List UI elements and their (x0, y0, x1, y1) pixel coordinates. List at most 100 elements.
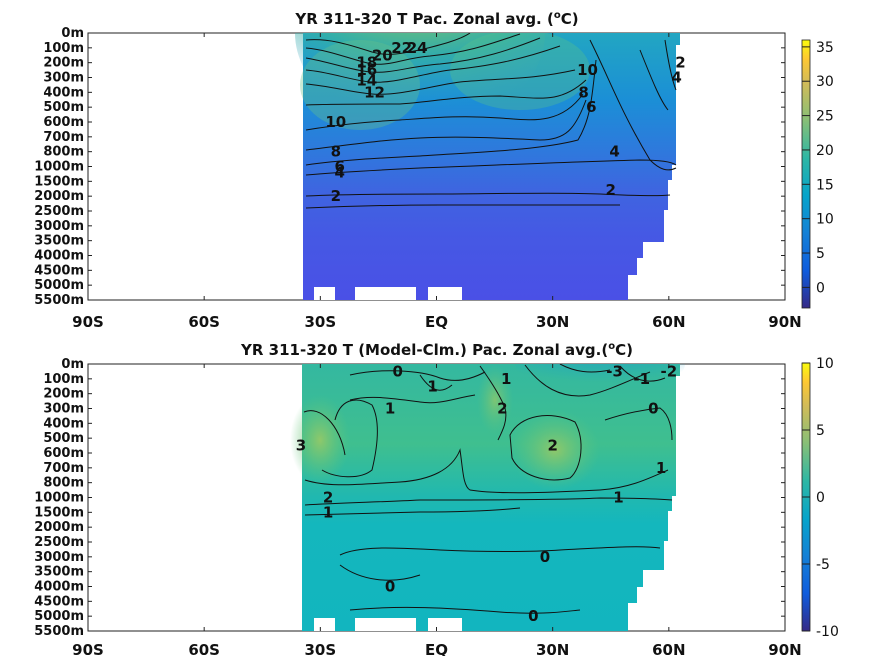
panel-top-land-gap-3 (428, 287, 462, 300)
contour-label: 18 (356, 54, 377, 72)
y-tick-label: 400m (43, 416, 84, 431)
contour-label: 1 (385, 400, 395, 418)
contour-label: 4 (671, 69, 681, 87)
contour-label: 3 (296, 437, 306, 455)
y-tick-label: 1000m (34, 160, 84, 175)
contour-label: 14 (356, 71, 377, 89)
panel-bottom-title: YR 311-320 T (Model-Clm.) Pac. Zonal avg… (240, 341, 633, 359)
panel-top-north-gyre (450, 33, 590, 110)
y-tick-label: 3500m (34, 565, 84, 580)
colorbar-tick-label: 25 (816, 109, 834, 125)
x-tick-label: 90N (768, 641, 801, 656)
contour-label: 16 (356, 61, 377, 79)
y-tick-label: 2500m (34, 204, 84, 219)
y-tick-label: 500m (43, 431, 84, 446)
contour-label: 2 (497, 400, 507, 418)
x-tick-label: EQ (425, 641, 448, 656)
panel-bottom-cool-north (515, 364, 685, 394)
x-tick-label: 90S (72, 641, 104, 656)
y-tick-label: 0m (61, 357, 84, 372)
y-tick-label: 2000m (34, 189, 84, 204)
y-tick-label: 800m (43, 476, 84, 491)
contour-label: 1 (501, 370, 511, 388)
y-tick-label: 200m (43, 387, 84, 402)
colorbar-tick-label: 0 (816, 490, 825, 506)
contour-label: 1 (323, 503, 333, 521)
contour-label: -2 (660, 362, 677, 380)
colorbar-tick-label: 10 (816, 212, 834, 228)
y-tick-label: 200m (43, 56, 84, 71)
panel-top-land-gap-1 (314, 287, 335, 300)
y-tick-label: 4000m (34, 580, 84, 595)
y-tick-label: 3500m (34, 234, 84, 249)
x-tick-label: 60S (188, 641, 220, 656)
contour-label: 22 (391, 39, 412, 57)
colorbar-tick-label: -5 (816, 557, 830, 573)
y-tick-label: 3000m (34, 550, 84, 565)
panel-top-title: YR 311-320 T Pac. Zonal avg. (oC) (294, 10, 578, 28)
panel-top-land-gap-2 (355, 287, 416, 300)
contour-label: 2 (606, 181, 616, 199)
colorbar-tick-label: 5 (816, 423, 825, 439)
contour-label: 2 (675, 54, 685, 72)
y-tick-label: 5000m (34, 278, 84, 293)
y-tick-label: 4000m (34, 249, 84, 264)
x-tick-label: 30N (536, 313, 569, 331)
contour-label: 12 (364, 83, 385, 101)
y-tick-label: 300m (43, 71, 84, 86)
contour-label: 4 (334, 163, 344, 181)
contour-label: 2 (323, 489, 333, 507)
contour-label: -3 (606, 362, 623, 380)
x-tick-label: 30S (304, 313, 336, 331)
contour-label: 8 (578, 83, 588, 101)
y-tick-label: 1500m (34, 505, 84, 520)
panel-bottom-land-gap-1 (314, 618, 335, 631)
y-tick-label: 5000m (34, 609, 84, 624)
colorbar-tick-label: 0 (816, 280, 825, 296)
contour-label: 1 (656, 459, 666, 477)
contour-label: 2 (331, 187, 341, 205)
contour-label: -1 (633, 370, 650, 388)
y-tick-label: 300m (43, 402, 84, 417)
contour-label: 1 (427, 377, 437, 395)
panel-top-colorbar-ticks: 0 5 10 15 20 25 30 35 (802, 40, 834, 296)
panel-top-contour-lines (305, 33, 677, 209)
contour-label: 0 (385, 578, 395, 596)
colorbar-tick-label: 15 (816, 177, 834, 193)
panel-top-x-axis: 90S 60S 30S EQ 30N 60N 90N (72, 33, 802, 331)
x-tick-label: 30N (536, 641, 569, 656)
y-tick-label: 800m (43, 145, 84, 160)
contour-label: 0 (540, 548, 550, 566)
y-tick-label: 600m (43, 115, 84, 130)
contour-label: 0 (393, 362, 403, 380)
y-tick-label: 4500m (34, 594, 84, 609)
y-tick-label: 5500m (34, 624, 84, 639)
colorbar-tick-label: 10 (816, 356, 834, 372)
contour-label: 6 (334, 158, 344, 176)
panel-top-subtropical-gyre (300, 40, 420, 130)
contour-label: 24 (407, 39, 428, 57)
contour-label: 6 (586, 98, 596, 116)
x-tick-label: 30S (304, 641, 336, 656)
colorbar-tick-label: 30 (816, 74, 834, 90)
y-tick-label: 600m (43, 446, 84, 461)
y-tick-label: 5500m (34, 293, 84, 308)
panel-bottom-land-gap-2 (355, 618, 416, 631)
x-tick-label: 90N (768, 313, 801, 331)
contour-label: 20 (372, 46, 393, 64)
y-tick-label: 100m (43, 372, 84, 387)
colorbar-tick-label: 35 (816, 40, 834, 56)
y-tick-label: 700m (43, 461, 84, 476)
contour-label: 0 (648, 400, 658, 418)
y-tick-label: 0m (61, 26, 84, 41)
panel-top-y-axis: 0m100m200m300m400m500m600m700m800m1000m1… (34, 26, 785, 308)
panel-bottom-contour-lines (303, 364, 673, 614)
y-tick-label: 700m (43, 130, 84, 145)
panel-top: YR 311-320 T Pac. Zonal avg. (oC) (34, 10, 834, 331)
contour-label: 0 (528, 607, 538, 625)
y-tick-label: 400m (43, 85, 84, 100)
y-tick-label: 1500m (34, 174, 84, 189)
x-tick-label: 60N (652, 641, 685, 656)
y-tick-label: 2000m (34, 520, 84, 535)
y-tick-label: 100m (43, 41, 84, 56)
